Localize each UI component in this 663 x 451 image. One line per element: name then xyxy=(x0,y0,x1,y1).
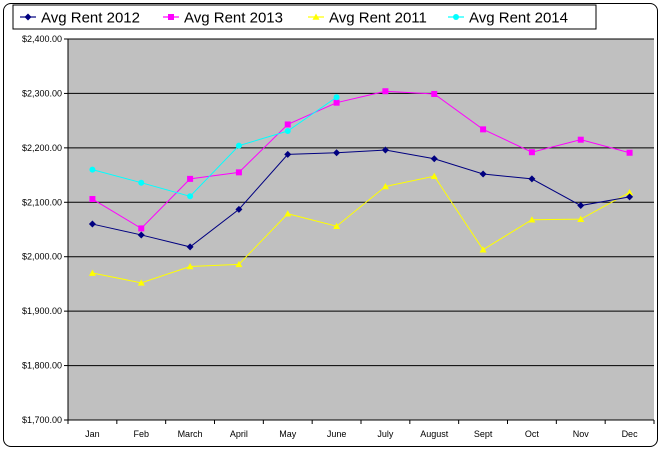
y-tick-label: $1,700.00 xyxy=(22,415,62,425)
data-point xyxy=(626,193,634,201)
data-point xyxy=(577,215,585,222)
legend-label: Avg Rent 2014 xyxy=(469,10,568,27)
x-tick-label: Feb xyxy=(133,429,149,439)
data-point xyxy=(333,222,341,230)
data-point xyxy=(88,220,96,228)
data-point xyxy=(577,202,585,210)
series-avg-rent-2014 xyxy=(89,94,340,200)
legend-swatch-marker xyxy=(168,14,174,20)
data-point xyxy=(284,150,292,158)
x-tick-label: Jan xyxy=(85,429,100,439)
x-tick-label: March xyxy=(178,429,203,439)
data-point xyxy=(626,149,633,156)
x-tick-label: May xyxy=(279,429,297,439)
legend-label: Avg Rent 2013 xyxy=(184,10,283,27)
data-point xyxy=(235,142,242,149)
y-tick-label: $2,200.00 xyxy=(22,143,62,153)
series-line-avg-rent-2014 xyxy=(92,96,337,197)
legend-box xyxy=(12,4,597,30)
x-tick-label: Oct xyxy=(525,429,540,439)
data-point xyxy=(480,126,487,133)
series-line-avg-rent-2013 xyxy=(92,90,630,230)
legend-label: Avg Rent 2012 xyxy=(41,10,140,27)
gridlines xyxy=(68,38,654,367)
data-point xyxy=(138,225,145,232)
axes: $1,700.00 $1,800.00 $1,900.00 $2,000.00 $2,1… xyxy=(22,34,655,439)
data-point xyxy=(577,136,584,143)
legend-entry-avg-rent-2013: Avg Rent 2013 xyxy=(163,10,283,27)
data-point xyxy=(382,88,389,95)
plot-area xyxy=(68,39,654,420)
data-point xyxy=(186,243,194,251)
y-tick-label: $2,300.00 xyxy=(22,88,62,98)
x-tick-label: June xyxy=(327,429,347,439)
data-point xyxy=(626,188,634,196)
data-point xyxy=(284,121,291,128)
data-point xyxy=(381,183,389,190)
data-point xyxy=(479,170,487,178)
legend-entry-avg-rent-2014: Avg Rent 2014 xyxy=(448,10,568,27)
data-point xyxy=(138,179,145,186)
data-point xyxy=(284,127,291,134)
data-point xyxy=(333,149,341,157)
series-avg-rent-2011 xyxy=(88,172,634,286)
legend-label: Avg Rent 2011 xyxy=(329,10,427,27)
data-point xyxy=(187,175,194,182)
legend-swatch-marker xyxy=(312,13,320,20)
x-tick-label: July xyxy=(377,429,394,439)
data-point xyxy=(88,269,96,276)
legend-swatch-marker xyxy=(453,14,459,20)
series-layer xyxy=(88,88,634,286)
x-tick-label: Dec xyxy=(622,429,639,439)
data-point xyxy=(333,94,340,101)
series-line-avg-rent-2011 xyxy=(92,175,630,284)
data-point xyxy=(186,263,194,270)
x-tick-label: August xyxy=(420,429,449,439)
series-avg-rent-2013 xyxy=(89,88,633,232)
legend-entry-avg-rent-2012: Avg Rent 2012 xyxy=(20,10,140,27)
data-point xyxy=(284,210,292,217)
data-point xyxy=(187,193,194,200)
data-point xyxy=(431,90,438,97)
data-point xyxy=(479,246,487,253)
data-point xyxy=(235,169,242,176)
y-tick-label: $2,100.00 xyxy=(22,197,62,207)
legend-entry-avg-rent-2011: Avg Rent 2011 xyxy=(308,10,427,27)
data-point xyxy=(235,260,243,268)
x-tick-label: April xyxy=(230,429,248,439)
data-point xyxy=(235,205,243,213)
data-point xyxy=(430,172,438,179)
legend: Avg Rent 2012 Avg Rent 2013 Avg Rent 2011 A… xyxy=(12,4,597,30)
data-point xyxy=(333,99,340,106)
data-point xyxy=(381,146,389,154)
data-point xyxy=(528,175,536,183)
data-point xyxy=(137,279,145,286)
data-point xyxy=(528,216,536,223)
data-point xyxy=(89,196,96,203)
y-tick-label: $1,900.00 xyxy=(22,306,62,316)
data-point xyxy=(89,166,96,173)
series-avg-rent-2012 xyxy=(88,146,634,251)
y-tick-label: $2,000.00 xyxy=(22,252,62,262)
data-point xyxy=(430,155,438,163)
y-tick-label: $2,400.00 xyxy=(22,34,62,44)
x-tick-label: Nov xyxy=(573,429,590,439)
data-point xyxy=(528,149,535,156)
data-point xyxy=(137,231,145,239)
y-tick-label: $1,800.00 xyxy=(22,361,62,371)
legend-swatch-marker xyxy=(24,13,32,21)
series-line-avg-rent-2012 xyxy=(92,149,630,248)
x-tick-label: Sept xyxy=(474,429,493,439)
